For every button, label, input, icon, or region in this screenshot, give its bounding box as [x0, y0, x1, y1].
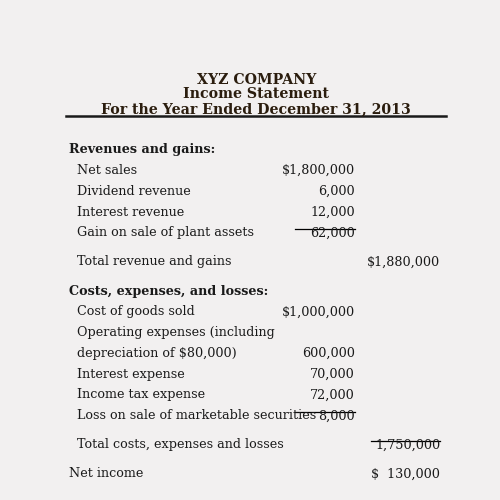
Text: For the Year Ended December 31, 2013: For the Year Ended December 31, 2013 — [102, 102, 411, 116]
Text: 72,000: 72,000 — [310, 388, 355, 402]
Text: Costs, expenses, and losses:: Costs, expenses, and losses: — [70, 284, 268, 298]
Text: 8,000: 8,000 — [318, 410, 355, 422]
Text: Revenues and gains:: Revenues and gains: — [70, 143, 216, 156]
Text: Interest expense: Interest expense — [77, 368, 185, 380]
Text: $1,880,000: $1,880,000 — [367, 256, 440, 268]
Text: Net sales: Net sales — [77, 164, 138, 177]
Text: 1,750,000: 1,750,000 — [375, 438, 440, 452]
Text: 6,000: 6,000 — [318, 184, 355, 198]
Text: Loss on sale of marketable securities: Loss on sale of marketable securities — [77, 410, 316, 422]
Text: Cost of goods sold: Cost of goods sold — [77, 306, 195, 318]
Text: Total costs, expenses and losses: Total costs, expenses and losses — [70, 438, 284, 452]
Text: depreciation of $80,000): depreciation of $80,000) — [77, 347, 237, 360]
Text: 62,000: 62,000 — [310, 226, 355, 239]
Text: $1,800,000: $1,800,000 — [282, 164, 355, 177]
Text: Interest revenue: Interest revenue — [77, 206, 184, 218]
Text: Gain on sale of plant assets: Gain on sale of plant assets — [77, 226, 254, 239]
Text: $  130,000: $ 130,000 — [372, 468, 440, 480]
Text: $1,000,000: $1,000,000 — [282, 306, 355, 318]
Text: 600,000: 600,000 — [302, 347, 355, 360]
Text: Total revenue and gains: Total revenue and gains — [70, 256, 232, 268]
Text: 12,000: 12,000 — [310, 206, 355, 218]
Text: Operating expenses (including: Operating expenses (including — [77, 326, 275, 339]
Text: Income Statement: Income Statement — [183, 88, 329, 102]
Text: Net income: Net income — [70, 468, 144, 480]
Text: Income tax expense: Income tax expense — [77, 388, 206, 402]
Text: Dividend revenue: Dividend revenue — [77, 184, 191, 198]
Text: XYZ COMPANY: XYZ COMPANY — [196, 72, 316, 86]
Text: 70,000: 70,000 — [310, 368, 355, 380]
